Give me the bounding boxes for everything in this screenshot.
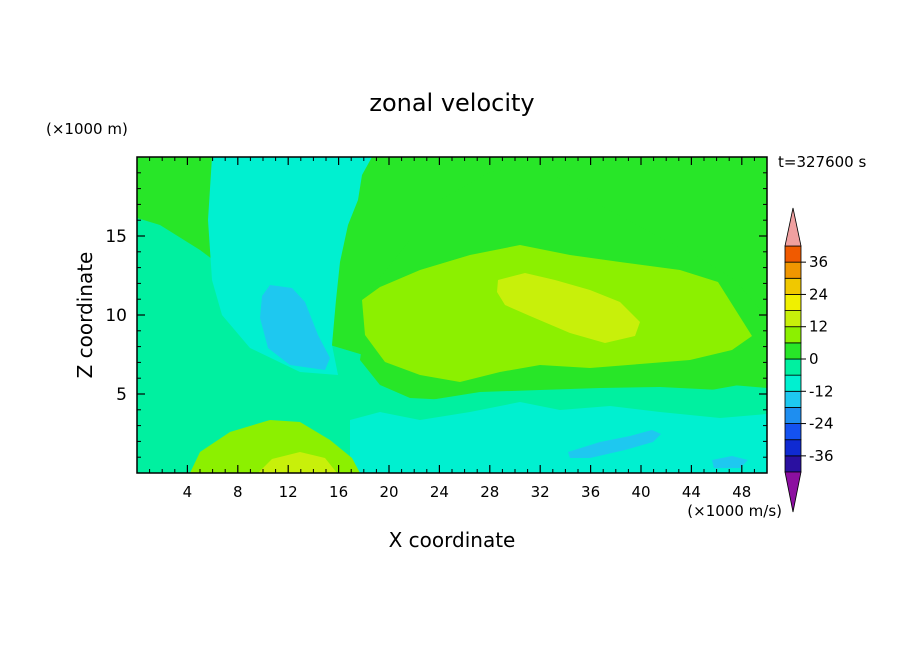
x-tick-label: 36 (581, 483, 600, 501)
region-bottom-band (350, 402, 767, 473)
x-tick-label: 4 (183, 483, 193, 501)
colorbar-bin (784, 245, 802, 263)
colorbar-bin (784, 342, 802, 360)
colorbar-tick-label: 12 (809, 318, 828, 336)
y-axis-label: Z coordinate (73, 252, 97, 379)
region-surface-warm-core (258, 452, 337, 473)
colorbar-bin (784, 455, 802, 473)
region-bottom-core-a (568, 430, 661, 458)
y-unit-label: (×1000 m) (46, 120, 128, 138)
colorbar-bin (784, 261, 802, 279)
region-column-core (260, 285, 330, 370)
x-tick-label: 48 (732, 483, 751, 501)
colorbar-bin (784, 423, 802, 441)
colorbar-tick-label: -24 (809, 415, 834, 433)
y-tick-label: 5 (116, 385, 127, 405)
colorbar-under-arrow (784, 471, 802, 513)
x-tick-label: 16 (329, 483, 348, 501)
colorbar-bin (784, 326, 802, 344)
colorbar-tick-label: 24 (809, 285, 828, 303)
colorbar-bin (784, 374, 802, 392)
region-jet-core (497, 273, 640, 343)
region-upper-left-column (208, 157, 372, 375)
contour-field (137, 157, 767, 473)
colorbar-tick-label: -12 (809, 382, 834, 400)
time-label: t=327600 s (778, 153, 866, 171)
colorbar-tick-label: 36 (809, 253, 828, 271)
x-tick-label: 44 (682, 483, 701, 501)
chart-title: zonal velocity (369, 89, 534, 117)
colorbar-tick-label: 0 (809, 350, 819, 368)
colorbar: -36 -24 -12 0 12 24 36 (784, 207, 834, 513)
colorbar-bin (784, 358, 802, 376)
colorbar-bin (784, 407, 802, 424)
colorbar-bin (784, 310, 802, 328)
y-tick-label: 10 (105, 306, 127, 326)
colorbar-bin (784, 439, 802, 457)
x-tick-label: 40 (631, 483, 650, 501)
y-tick-label: 15 (105, 227, 127, 247)
colorbar-bin (784, 294, 802, 311)
colorbar-bin (784, 390, 802, 408)
x-unit-label: (×1000 m/s) (687, 502, 782, 520)
x-tick-label: 28 (480, 483, 499, 501)
x-axis-ticks: 4 8 12 16 20 24 28 32 36 40 44 48 (149, 157, 755, 501)
x-tick-label: 20 (379, 483, 398, 501)
x-tick-label: 12 (279, 483, 298, 501)
y-axis-ticks: 5 10 15 (105, 172, 767, 458)
region-bottom-core-b (712, 456, 748, 468)
colorbar-tick-label: -36 (809, 447, 834, 465)
x-tick-label: 24 (430, 483, 449, 501)
x-tick-label: 8 (233, 483, 243, 501)
colorbar-over-arrow (784, 207, 802, 247)
colorbar-bin (784, 277, 802, 295)
x-tick-label: 32 (531, 483, 550, 501)
x-axis-label: X coordinate (389, 528, 516, 552)
